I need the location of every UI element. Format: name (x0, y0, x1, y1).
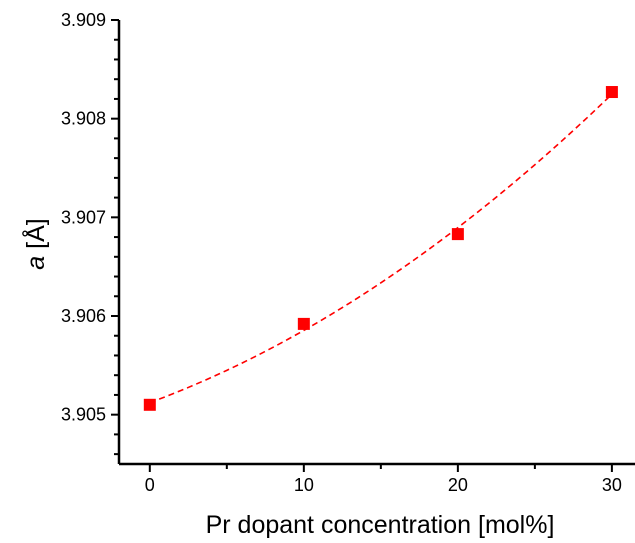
y-axis-title-italic: a (22, 256, 50, 270)
y-axis-title: a [Å] (20, 218, 50, 269)
x-tick-label: 0 (145, 475, 155, 495)
y-tick-label: 3.909 (61, 10, 106, 30)
data-point (451, 228, 464, 241)
fit-curve (149, 93, 613, 404)
axes (117, 20, 635, 466)
data-markers (143, 86, 618, 411)
y-tick-label: 3.907 (61, 207, 106, 227)
data-point (605, 86, 618, 99)
x-axis-title: Pr dopant concentration [mol%] (206, 511, 555, 539)
tick-labels: 0 10 20 30 3.905 3.906 3.907 3.908 3.909 (61, 10, 622, 495)
x-tick-label: 20 (448, 475, 468, 495)
x-tick-label: 10 (294, 475, 314, 495)
y-tick-label: 3.908 (61, 109, 106, 129)
data-point (143, 398, 156, 411)
y-tick-label: 3.906 (61, 306, 106, 326)
y-tick-label: 3.905 (61, 405, 106, 425)
y-axis-title-unit: [Å] (20, 218, 50, 256)
data-point (297, 317, 310, 330)
x-tick-label: 30 (602, 475, 622, 495)
ticks (111, 19, 613, 472)
